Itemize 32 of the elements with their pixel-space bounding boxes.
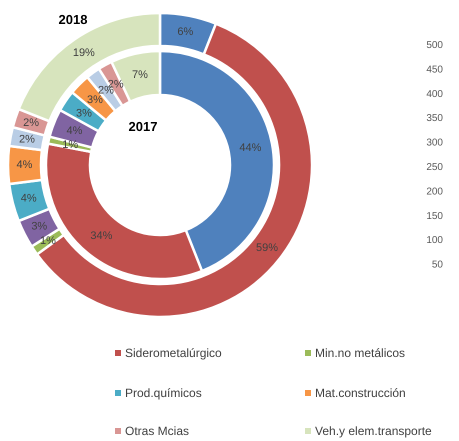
data-label: 3% — [76, 107, 92, 120]
data-label: 19% — [72, 46, 96, 59]
data-label: 4% — [66, 125, 83, 138]
data-label: 7% — [132, 69, 148, 82]
data-label: 2% — [23, 117, 40, 130]
text: 450 — [426, 64, 444, 76]
text: 350 — [426, 113, 444, 124]
legend-label: Veh.y elem.transporte — [315, 424, 432, 438]
text: 150 — [426, 210, 444, 222]
legend-label: Mat.construcción — [315, 386, 406, 400]
slice-label: 2017 — [128, 119, 158, 134]
text: 50 — [432, 260, 444, 271]
text: 250 — [426, 162, 444, 173]
text: 400 — [426, 88, 444, 100]
data-label: 4% — [16, 159, 33, 171]
text: 500 — [426, 40, 444, 51]
data-label: 3% — [31, 220, 48, 233]
slice-label: 2018 — [58, 12, 88, 27]
data-label: 34% — [90, 230, 113, 242]
legend-label: Otras Mcias — [125, 424, 190, 438]
data-label: 44% — [239, 142, 262, 154]
legend-label: Min.no metálicos — [315, 346, 406, 360]
data-label: 4% — [20, 192, 37, 205]
text: 300 — [426, 138, 444, 149]
legend-label: Siderometalúrgico — [125, 346, 222, 360]
data-label: 59% — [256, 242, 278, 254]
text: 200 — [426, 186, 444, 198]
data-label: 3% — [86, 94, 104, 106]
legend-label: Prod.químicos — [125, 386, 202, 400]
data-label: 2% — [18, 134, 36, 146]
data-label: 6% — [177, 26, 194, 38]
text: 100 — [426, 235, 444, 246]
